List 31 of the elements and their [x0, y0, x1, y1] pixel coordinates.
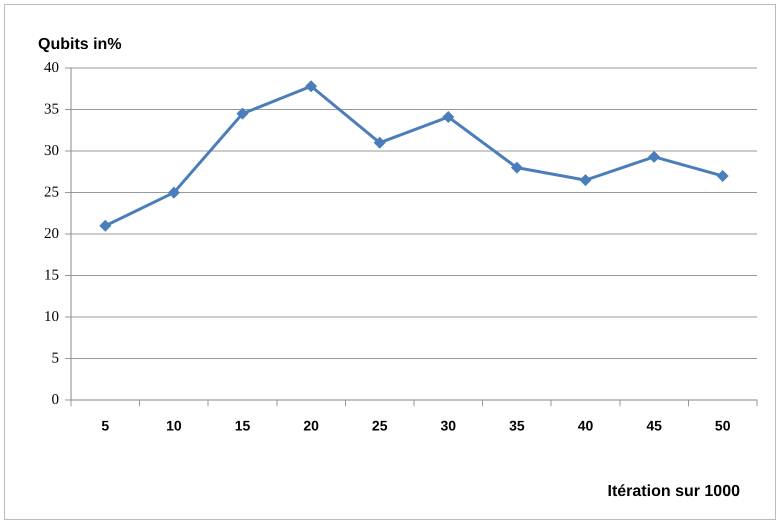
x-tick-label: 30: [440, 417, 456, 434]
x-tick-label: 40: [578, 417, 594, 434]
x-tick-label: 20: [303, 417, 320, 434]
y-tick-label: 15: [44, 268, 59, 284]
x-axis-title: Itération sur 1000: [608, 483, 740, 501]
x-tick-label: 15: [234, 417, 250, 434]
point: [99, 220, 112, 232]
point: [442, 111, 454, 123]
y-tick-label: 20: [44, 226, 59, 242]
point: [648, 150, 660, 163]
y-tick-label: 35: [44, 101, 59, 118]
y-tick-label: 40: [44, 60, 59, 76]
y-tick-label: 0: [52, 392, 59, 408]
point: [510, 162, 523, 174]
point: [716, 170, 729, 182]
y-tick-label: 5: [52, 350, 59, 367]
y-tick-label: 10: [44, 309, 59, 326]
x-tick-label: 25: [372, 417, 388, 434]
y-tick-label: 30: [44, 142, 59, 159]
y-tick-label: 25: [44, 184, 59, 201]
point: [374, 136, 386, 149]
x-tick-label: 45: [646, 417, 662, 434]
point: [580, 174, 592, 186]
x-tick-label: 10: [166, 417, 182, 434]
point: [168, 186, 180, 199]
x-tick-label: 5: [101, 417, 110, 434]
point: [236, 108, 248, 120]
x-tick-label: 35: [509, 417, 525, 434]
y-axis-title: Qubits in%: [38, 36, 122, 54]
point: [305, 80, 318, 92]
x-tick-label: 50: [714, 417, 731, 434]
